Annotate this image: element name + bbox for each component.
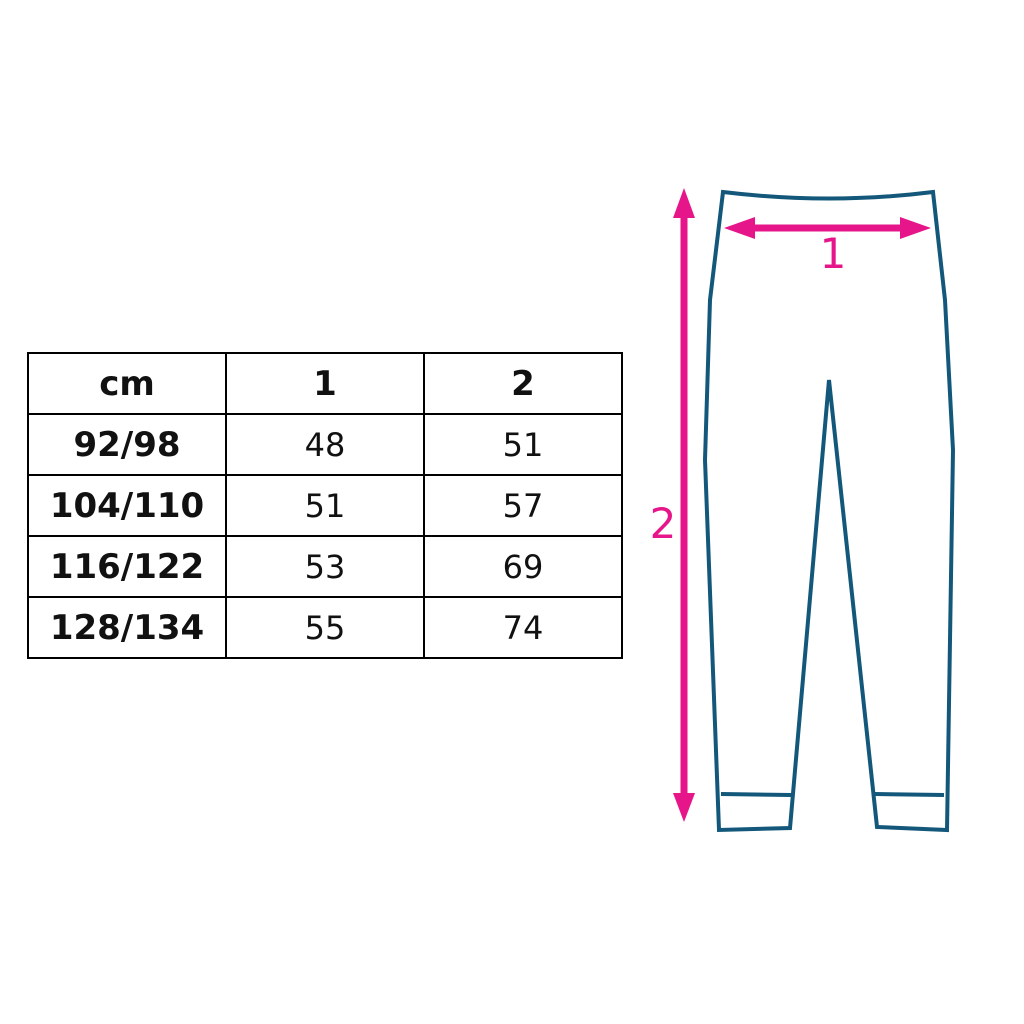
length-label: 2 bbox=[650, 499, 677, 548]
value-cell: 57 bbox=[423, 474, 623, 537]
size-cell: 128/134 bbox=[27, 596, 227, 659]
header-cell: 1 bbox=[225, 352, 425, 415]
table-row: 116/122 53 69 bbox=[27, 535, 623, 598]
value-cell: 51 bbox=[423, 413, 623, 476]
size-table: cm 1 2 92/98 48 51 104/110 51 57 116/122… bbox=[27, 352, 623, 659]
value-cell: 53 bbox=[225, 535, 425, 598]
size-cell: 104/110 bbox=[27, 474, 227, 537]
table-row: 128/134 55 74 bbox=[27, 596, 623, 659]
value-cell: 74 bbox=[423, 596, 623, 659]
width-label: 1 bbox=[820, 229, 847, 278]
value-cell: 48 bbox=[225, 413, 425, 476]
table-header-row: cm 1 2 bbox=[27, 352, 623, 415]
table-row: 92/98 48 51 bbox=[27, 413, 623, 476]
width-arrow bbox=[724, 217, 931, 239]
size-cell: 92/98 bbox=[27, 413, 227, 476]
length-arrow bbox=[673, 188, 695, 822]
value-cell: 51 bbox=[225, 474, 425, 537]
value-cell: 55 bbox=[225, 596, 425, 659]
pants-outline bbox=[702, 189, 956, 833]
value-cell: 69 bbox=[423, 535, 623, 598]
table-row: 104/110 51 57 bbox=[27, 474, 623, 537]
size-cell: 116/122 bbox=[27, 535, 227, 598]
header-cell: 2 bbox=[423, 352, 623, 415]
header-cell: cm bbox=[27, 352, 227, 415]
